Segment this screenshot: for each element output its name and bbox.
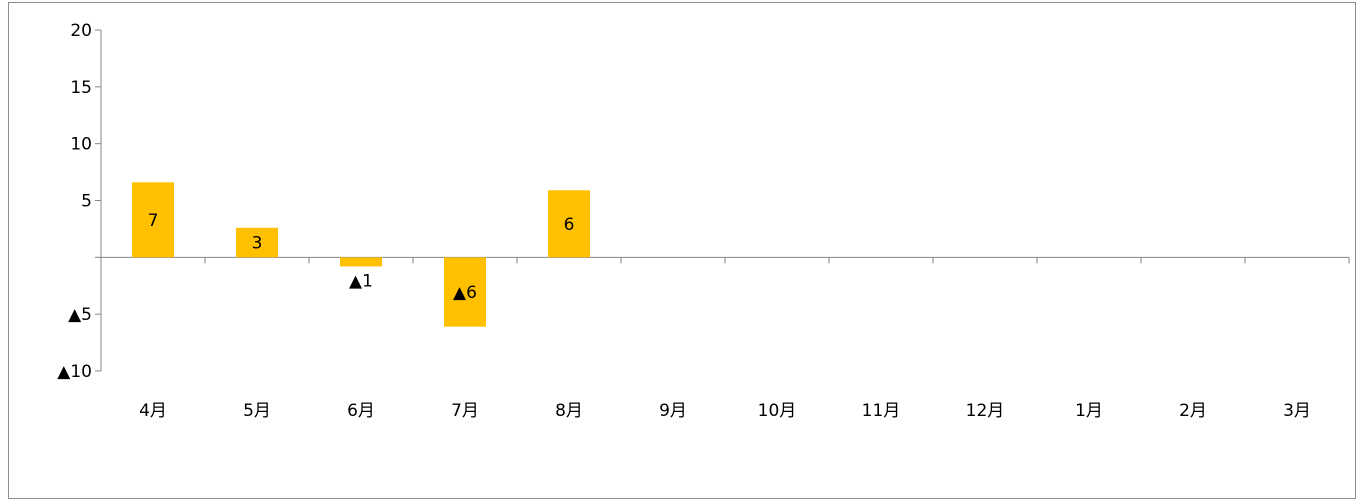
- x-tick-label: 8月: [555, 401, 583, 421]
- x-tick-label: 2月: [1179, 401, 1207, 421]
- bar-series: [132, 182, 590, 327]
- bar: [340, 257, 382, 267]
- x-tick-label: 4月: [139, 401, 167, 421]
- x-tick-label: 7月: [451, 401, 479, 421]
- bar: [236, 227, 278, 258]
- data-label: ▲6: [453, 283, 477, 303]
- bar: [132, 182, 174, 258]
- bar: [548, 190, 590, 258]
- data-label: ▲1: [349, 271, 373, 291]
- x-tick-label: 3月: [1283, 401, 1311, 421]
- labels: 20 15 10 5 ▲5 ▲10 7 4月 3 5月 ▲1 6月 ▲6 7月 6 8月 9月 10月 11月 12月…: [57, 21, 1311, 421]
- y-tick-label: 20: [70, 21, 92, 41]
- x-tick-label: 5月: [243, 401, 271, 421]
- y-tick-label: ▲10: [57, 362, 92, 382]
- x-tick-label: 12月: [966, 401, 1005, 421]
- x-tick-label: 11月: [862, 401, 901, 421]
- x-tick-label: 6月: [347, 401, 375, 421]
- y-tick-label: 15: [70, 78, 92, 98]
- chart-area: [8, 2, 1356, 499]
- x-tick-label: 10月: [758, 401, 797, 421]
- bar: [444, 257, 486, 327]
- data-label: 3: [252, 234, 263, 254]
- data-label: 6: [564, 215, 575, 235]
- data-label: 7: [148, 211, 159, 231]
- y-tick-label: ▲5: [68, 305, 92, 325]
- x-tick-label: 9月: [659, 401, 687, 421]
- x-tick-label: 1月: [1075, 401, 1103, 421]
- axes: [95, 29, 1350, 372]
- y-tick-label: 5: [81, 192, 92, 212]
- y-tick-label: 10: [70, 135, 92, 155]
